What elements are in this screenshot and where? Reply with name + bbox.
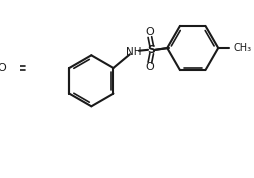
Text: S: S xyxy=(148,45,156,55)
Text: NH: NH xyxy=(126,47,141,57)
Text: CH₃: CH₃ xyxy=(234,43,252,53)
Text: O: O xyxy=(0,63,6,73)
Text: O: O xyxy=(146,27,154,38)
Text: O: O xyxy=(146,62,154,72)
